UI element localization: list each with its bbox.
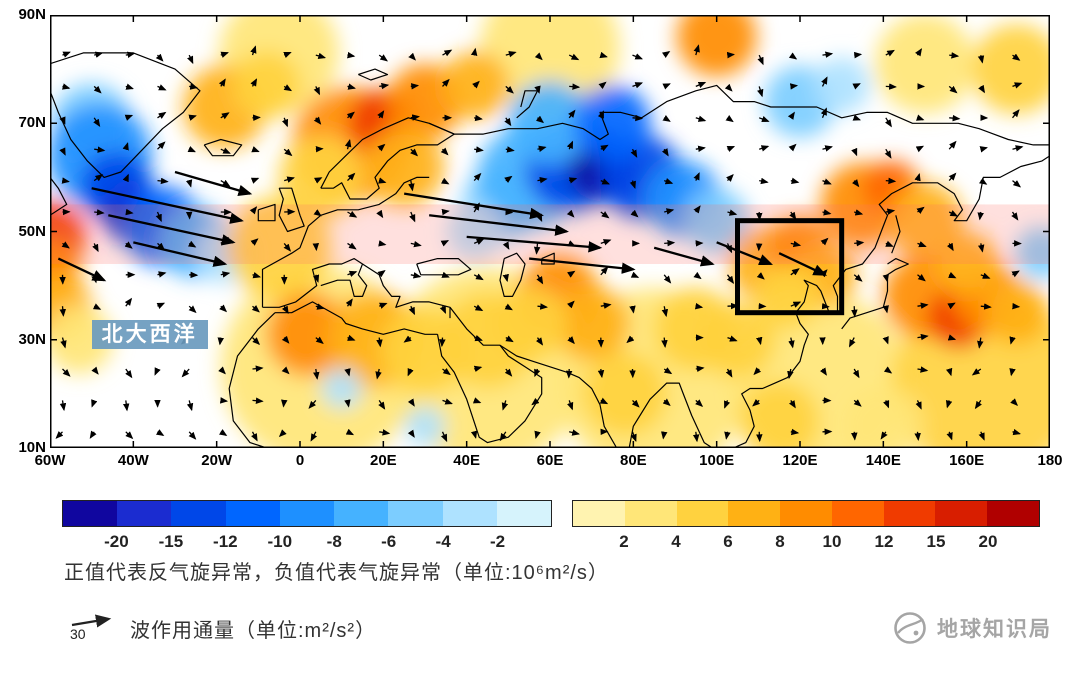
map-canvas — [50, 15, 1050, 448]
map-panel: 北大西洋 — [50, 15, 1050, 448]
colorbar-cell — [831, 501, 884, 526]
colorbar-label: -10 — [267, 532, 293, 551]
colorbar-label: -6 — [381, 532, 397, 551]
colorbar-label: 10 — [822, 532, 842, 551]
colorbar-label: -15 — [158, 532, 184, 551]
colorbar-cell — [63, 501, 118, 526]
x-tick-label: 160E — [949, 452, 985, 469]
colorbar-cell — [117, 501, 172, 526]
watermark-text: 地球知识局 — [937, 618, 1052, 641]
colorbar-label: 20 — [978, 532, 998, 551]
colorbar-cell — [388, 501, 443, 526]
map-frame — [50, 15, 1050, 448]
colorbar-positive-cells — [572, 500, 1040, 527]
colorbar-label: 4 — [671, 532, 681, 551]
x-tick-label: 60W — [34, 452, 66, 469]
x-tick-label: 20W — [201, 452, 233, 469]
colorbar-label: -12 — [213, 532, 238, 551]
colorbar-label: -20 — [104, 532, 129, 551]
y-tick-label: 70N — [18, 114, 46, 132]
colorbar-cell — [496, 501, 551, 526]
colorbar-label: 2 — [619, 532, 629, 551]
y-tick-label: 10N — [18, 439, 46, 456]
colorbar-label: 8 — [775, 532, 785, 551]
x-tick-label: 140E — [865, 452, 901, 469]
colorbar-cell — [279, 501, 335, 526]
x-tick-label: 40E — [453, 452, 481, 469]
x-tick-label: 0 — [295, 452, 305, 469]
globe-icon — [894, 612, 926, 644]
colorbar-label: -2 — [489, 532, 506, 551]
colorbar-cell — [573, 501, 625, 526]
colorbar-cell — [334, 501, 389, 526]
x-tick-label: 100E — [699, 452, 735, 469]
wave-flux-arrows — [57, 170, 828, 282]
reference-arrow — [71, 614, 112, 628]
colorbar-label: -4 — [435, 532, 451, 551]
colorbar-cell — [780, 501, 832, 526]
y-tick-label: 50N — [18, 222, 46, 240]
colorbar-negative: -20 -15 -12 -10 -8 -6 -4 -2 — [62, 500, 552, 560]
legend: 30 波作用通量（单位:m²/s²） — [64, 610, 376, 646]
colorbar-cell — [171, 501, 226, 526]
colorbar-label: 12 — [874, 532, 894, 551]
caption: 正值代表反气旋异常，负值代表气旋异常（单位:10⁶m²/s） — [64, 562, 609, 584]
x-tick-label: 120E — [782, 452, 818, 469]
wave-flux-arrow-icon: 30 — [64, 610, 120, 646]
x-tick-label: 80E — [619, 452, 647, 469]
x-tick-label: 60E — [536, 452, 564, 469]
reference-arrow-value: 30 — [70, 626, 86, 642]
colorbar-cell — [883, 501, 936, 526]
study-region-box — [735, 218, 845, 316]
legend-text: 波作用通量（单位:m²/s²） — [130, 619, 377, 642]
x-tick-label: 40W — [117, 452, 149, 469]
y-tick-label: 30N — [18, 330, 46, 348]
colorbar-cell — [225, 501, 280, 526]
colorbar-label: 15 — [926, 532, 946, 551]
colorbar-cell — [987, 501, 1040, 526]
region-label-north-atlantic: 北大西洋 — [91, 320, 208, 350]
colorbar-positive: 2 4 6 8 10 12 15 20 — [572, 500, 1040, 560]
colorbar-cell — [935, 501, 988, 526]
colorbar-cell — [624, 501, 677, 526]
y-tick-label: 90N — [18, 6, 46, 23]
colorbar-cell — [676, 501, 729, 526]
small-arrow-field — [55, 44, 1024, 443]
colorbar-label: 6 — [723, 532, 733, 551]
colorbar-negative-cells — [62, 500, 552, 527]
colorbar-cell — [442, 501, 497, 526]
x-tick-label: 20E — [369, 452, 397, 469]
watermark: 地球知识局 — [892, 610, 1052, 646]
x-tick-label: 180 — [1037, 452, 1063, 469]
colorbar-cell — [728, 501, 781, 526]
colorbar-label: -8 — [326, 532, 342, 551]
